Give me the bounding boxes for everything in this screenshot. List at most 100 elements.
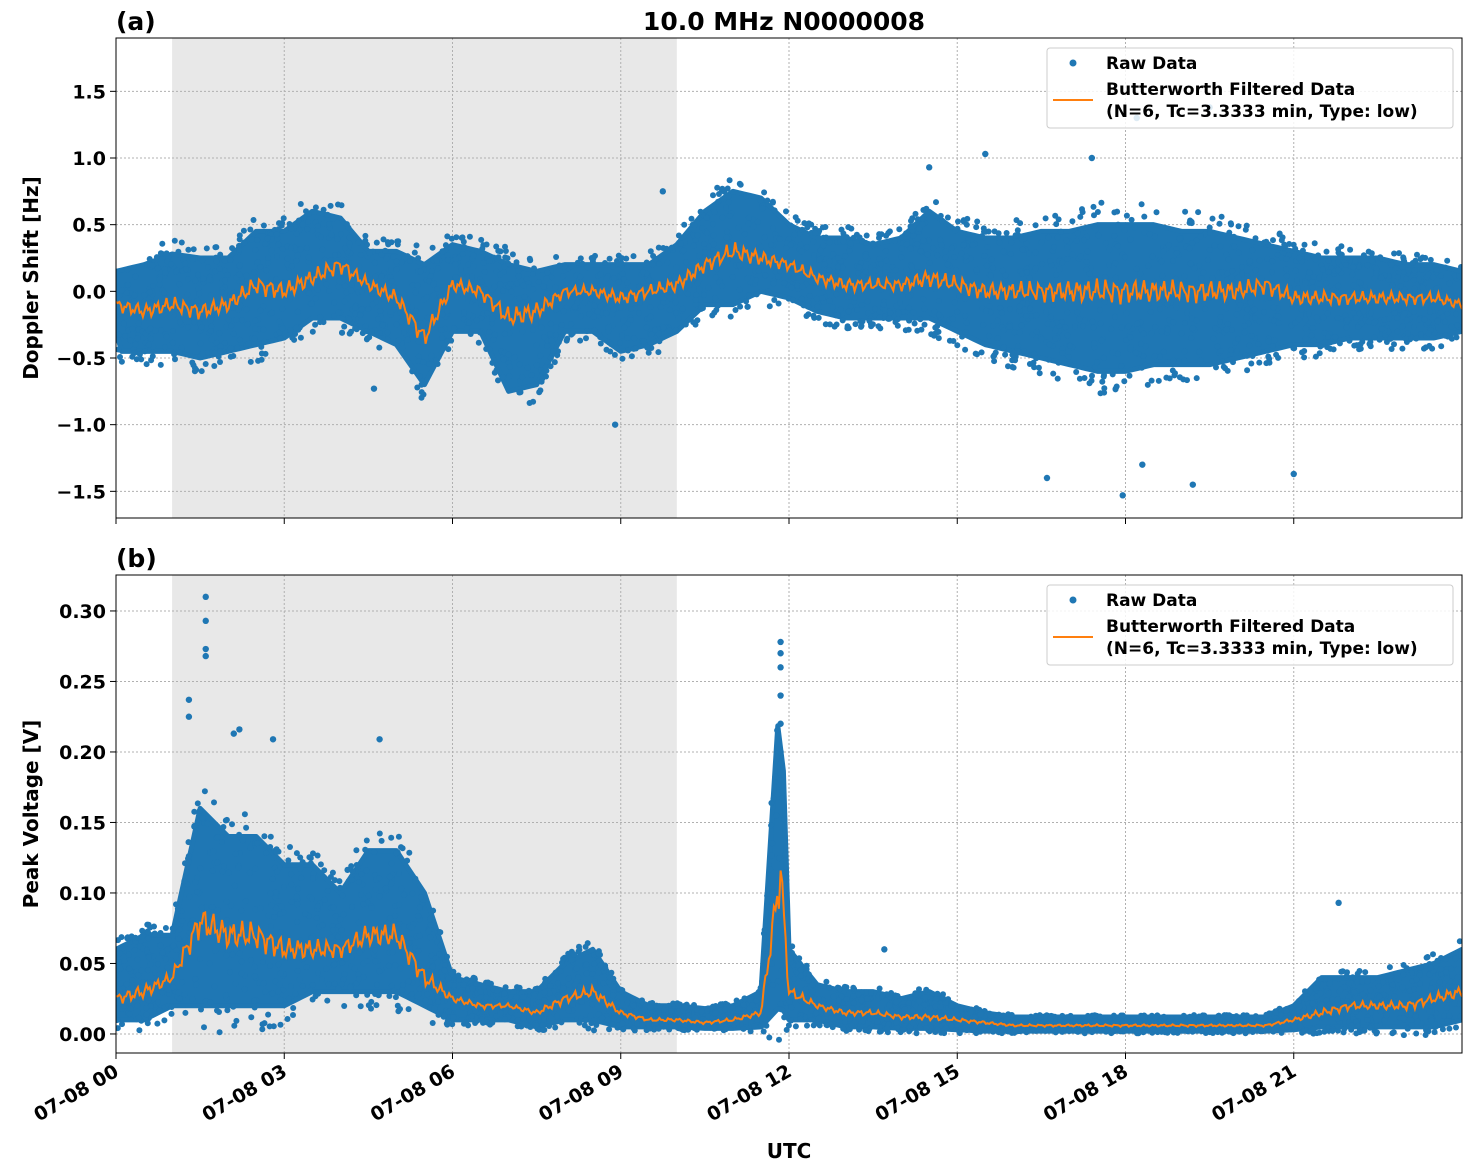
raw-data-point (1323, 248, 1330, 255)
raw-data-point (437, 942, 444, 949)
raw-data-point (815, 995, 822, 1002)
raw-data-point (1366, 341, 1373, 347)
raw-data-point (1228, 274, 1235, 281)
raw-data-point (1095, 232, 1102, 239)
raw-data-point (267, 844, 274, 850)
raw-data-point (1329, 1027, 1336, 1034)
raw-data-point (326, 288, 333, 294)
raw-data-point (1032, 1012, 1039, 1019)
raw-data-point (1446, 1012, 1453, 1019)
raw-data-point (701, 241, 708, 247)
raw-data-point (310, 875, 316, 882)
raw-data-point (1249, 353, 1256, 359)
raw-data-point (937, 236, 944, 243)
raw-data-point (755, 994, 762, 1000)
raw-data-point (1453, 1024, 1459, 1031)
raw-data-point (1335, 1027, 1341, 1034)
raw-data-point (173, 268, 180, 275)
raw-data-point (1437, 985, 1444, 992)
raw-data-point (1355, 263, 1362, 270)
raw-data-point (1114, 243, 1121, 250)
raw-data-point (1344, 316, 1351, 323)
raw-data-point (349, 903, 355, 910)
raw-data-point (1301, 354, 1308, 361)
raw-data-point (683, 259, 689, 266)
raw-data-point (715, 302, 722, 308)
raw-data-point (236, 831, 243, 838)
raw-data-point (1121, 227, 1128, 234)
raw-data-point (1400, 255, 1407, 262)
raw-data-point (284, 255, 291, 262)
raw-data-point (452, 261, 459, 268)
raw-data-point (688, 215, 695, 222)
raw-data-point (430, 292, 437, 299)
raw-data-point (265, 1011, 272, 1018)
raw-data-point (862, 268, 869, 275)
raw-data-point (430, 907, 437, 914)
raw-data-point (1423, 301, 1430, 308)
raw-data-point (962, 329, 969, 336)
raw-data-point (436, 951, 443, 958)
raw-data-point (1431, 291, 1438, 298)
raw-data-point (571, 303, 578, 310)
raw-data-point (1128, 216, 1135, 223)
raw-data-point (732, 307, 739, 313)
raw-data-point (876, 231, 883, 238)
raw-data-point (608, 969, 615, 976)
raw-data-point (277, 335, 284, 342)
raw-data-point (118, 934, 125, 941)
raw-data-point (536, 1003, 543, 1010)
raw-data-point (542, 975, 549, 982)
raw-data-point (1130, 1016, 1137, 1023)
raw-data-point (745, 220, 752, 227)
raw-data-point (991, 228, 998, 235)
raw-data-point (586, 311, 593, 318)
raw-data-point (1230, 233, 1237, 240)
raw-data-point (157, 361, 164, 368)
raw-data-point (1316, 350, 1323, 357)
raw-data-point (1189, 1028, 1196, 1035)
raw-data-point (858, 302, 865, 308)
raw-data-point (297, 865, 304, 872)
raw-data-point (1037, 1013, 1044, 1020)
raw-data-point (1376, 336, 1383, 343)
raw-data-point (317, 319, 324, 326)
raw-data-point (589, 1001, 596, 1008)
raw-data-point (222, 992, 229, 999)
raw-data-point (1425, 271, 1432, 278)
raw-data-point (618, 255, 625, 262)
raw-data-point (310, 850, 316, 857)
raw-data-point (1212, 325, 1219, 332)
raw-data-point (185, 246, 192, 253)
raw-data-point (1354, 970, 1361, 977)
raw-data-point (681, 221, 688, 228)
raw-data-point (388, 860, 395, 867)
raw-data-point (1101, 299, 1108, 306)
raw-data-point (444, 233, 451, 240)
raw-data-point (1251, 306, 1258, 313)
raw-data-point (292, 990, 299, 997)
raw-data-point (1368, 1009, 1374, 1016)
raw-data-point (1189, 481, 1197, 488)
raw-data-point (562, 294, 569, 301)
raw-data-point (1062, 324, 1069, 331)
raw-data-point (391, 940, 398, 947)
raw-data-point (538, 378, 545, 385)
raw-data-point (169, 328, 176, 334)
raw-data-point (1163, 374, 1170, 381)
raw-data-point (1343, 973, 1350, 979)
raw-data-point (1234, 347, 1240, 354)
raw-data-point (208, 323, 215, 330)
raw-data-point (417, 268, 424, 275)
raw-data-point (1204, 256, 1211, 263)
raw-data-point (296, 976, 303, 983)
raw-data-point (594, 308, 601, 315)
raw-data-point (271, 913, 278, 920)
raw-data-point (302, 910, 309, 917)
raw-data-point (771, 297, 778, 303)
y-tick-label: 0.0 (72, 281, 106, 303)
raw-data-point (805, 303, 812, 310)
raw-data-point (1066, 1027, 1073, 1034)
raw-data-point (362, 232, 369, 239)
legend-filtered-label: Butterworth Filtered Data (1106, 80, 1355, 100)
